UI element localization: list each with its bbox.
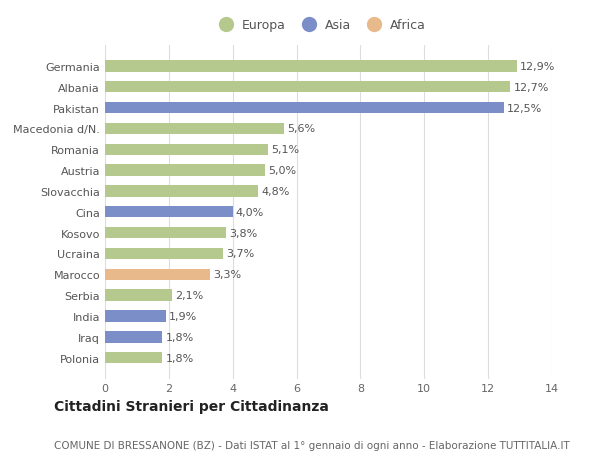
Bar (105, 311, 166, 322)
Text: 3,3%: 3,3% (214, 270, 242, 280)
Bar (105, 352, 163, 364)
Bar (105, 207, 233, 218)
Legend: Europa, Asia, Africa: Europa, Asia, Africa (209, 16, 430, 36)
Text: 1,8%: 1,8% (166, 332, 194, 342)
Text: Cittadini Stranieri per Cittadinanza: Cittadini Stranieri per Cittadinanza (54, 399, 329, 413)
Text: 12,7%: 12,7% (514, 83, 549, 93)
Bar (105, 144, 268, 156)
Text: 5,6%: 5,6% (287, 124, 315, 134)
Text: 4,8%: 4,8% (262, 186, 290, 196)
Bar (105, 248, 223, 260)
Bar (105, 290, 172, 301)
Text: 1,8%: 1,8% (166, 353, 194, 363)
Text: 12,5%: 12,5% (508, 103, 542, 113)
Bar (105, 165, 265, 176)
Text: 5,0%: 5,0% (268, 166, 296, 176)
Text: 1,9%: 1,9% (169, 311, 197, 321)
Text: 5,1%: 5,1% (271, 145, 299, 155)
Bar (105, 331, 163, 343)
Bar (105, 269, 211, 280)
Bar (105, 82, 511, 93)
Bar (105, 186, 258, 197)
Text: COMUNE DI BRESSANONE (BZ) - Dati ISTAT al 1° gennaio di ogni anno - Elaborazione: COMUNE DI BRESSANONE (BZ) - Dati ISTAT a… (54, 440, 570, 450)
Text: 2,1%: 2,1% (175, 291, 203, 301)
Text: 3,8%: 3,8% (230, 228, 258, 238)
Bar (105, 61, 517, 73)
Bar (105, 123, 284, 135)
Text: 12,9%: 12,9% (520, 62, 556, 72)
Text: 4,0%: 4,0% (236, 207, 264, 217)
Bar (105, 103, 504, 114)
Text: 3,7%: 3,7% (226, 249, 254, 259)
Bar (105, 227, 226, 239)
